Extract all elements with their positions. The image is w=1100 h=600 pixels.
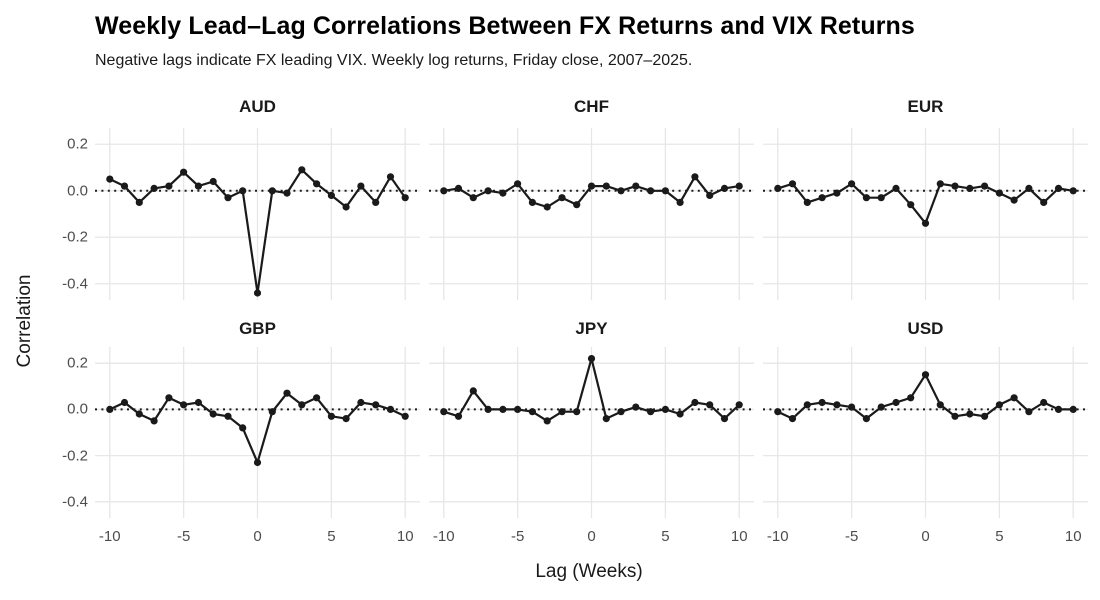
y-tick-label: -0.4 <box>62 275 88 293</box>
facet-panel-JPY <box>429 347 754 518</box>
x-tick-label: -5 <box>510 528 525 545</box>
x-tick-label: 5 <box>327 528 336 545</box>
chart-subtitle: Negative lags indicate FX leading VIX. W… <box>95 52 693 69</box>
x-tick-label: -10 <box>766 528 789 545</box>
y-tick-label: 0.2 <box>67 354 88 372</box>
facet-strip-USD: USD <box>907 319 944 338</box>
x-tick-label: -10 <box>432 528 455 545</box>
facet-strip-CHF: CHF <box>574 97 609 116</box>
y-tick-label: -0.2 <box>62 228 88 246</box>
y-axis-title: Correlation <box>14 274 35 368</box>
x-tick-label: -10 <box>98 528 121 545</box>
x-axis-title: Lag (Weeks) <box>535 561 643 582</box>
facet-panel-USD <box>763 347 1088 518</box>
x-tick-label: 0 <box>921 528 930 545</box>
y-tick-label: 0.0 <box>67 182 88 200</box>
x-tick-label: 5 <box>995 528 1004 545</box>
x-tick-label: 10 <box>396 528 414 545</box>
facet-strip-GBP: GBP <box>239 319 276 338</box>
x-tick-label: 0 <box>253 528 262 545</box>
x-tick-label: 0 <box>587 528 596 545</box>
x-tick-label: -5 <box>176 528 191 545</box>
facet-strip-AUD: AUD <box>239 97 276 116</box>
chart-title: Weekly Lead–Lag Correlations Between FX … <box>95 12 915 40</box>
y-tick-label: 0.2 <box>67 135 88 153</box>
facet-panel-CHF <box>429 128 754 300</box>
y-tick-label: -0.4 <box>62 493 88 511</box>
facet-strip-EUR: EUR <box>907 97 944 116</box>
x-tick-label: 10 <box>730 528 748 545</box>
facet-panel-EUR <box>763 128 1088 300</box>
x-tick-label: 10 <box>1064 528 1082 545</box>
x-tick-label: -5 <box>844 528 859 545</box>
facet-strip-JPY: JPY <box>575 319 608 338</box>
x-tick-label: 5 <box>661 528 670 545</box>
facet-panel-AUD <box>95 128 420 300</box>
y-tick-label: 0.0 <box>67 400 88 418</box>
y-tick-label: -0.2 <box>62 447 88 465</box>
facet-panel-GBP <box>95 347 420 518</box>
